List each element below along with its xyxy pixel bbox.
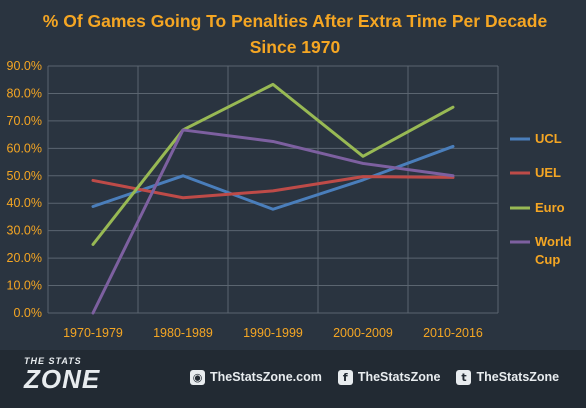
series-line-euro	[91, 82, 455, 246]
x-tick-label: 2010-2016	[423, 326, 483, 340]
series-lines	[91, 82, 455, 315]
facebook-icon: f	[337, 369, 353, 385]
social-links: ◉ TheStatsZone.com f TheStatsZone t TheS…	[190, 367, 575, 387]
y-tick-label: 10.0%	[7, 279, 42, 293]
legend: UCL UEL Euro World Cup	[510, 131, 572, 267]
facebook-link[interactable]: f TheStatsZone	[337, 369, 441, 385]
x-axis-tick-labels: 1970-1979 1980-1989 1990-1999 2000-2009 2010…	[63, 326, 483, 340]
y-axis-tick-labels: 0.0% 10.0% 20.0% 30.0% 40.0% 50.0% 60.0% 70.0% 8…	[7, 59, 42, 320]
y-tick-label: 70.0%	[7, 114, 42, 128]
footer-bar: THE STATS ZONE ◉ TheStatsZone.com f TheS…	[0, 350, 586, 408]
line-chart: 0.0% 10.0% 20.0% 30.0% 40.0% 50.0% 60.0% 70.0% 8…	[7, 59, 572, 340]
legend-label-world-cup: World Cup	[535, 234, 572, 267]
y-tick-label: 90.0%	[7, 59, 42, 73]
y-tick-label: 80.0%	[7, 86, 42, 100]
legend-label-uel: UEL	[535, 165, 561, 180]
brand-logo-top-text: THE STATS	[24, 356, 82, 366]
x-tick-label: 1980-1989	[153, 326, 213, 340]
twitter-icon: t	[456, 369, 472, 385]
gridlines	[47, 65, 499, 314]
brand-logo: THE STATS ZONE	[24, 356, 100, 395]
series-line-world-cup	[91, 128, 455, 315]
y-tick-label: 60.0%	[7, 141, 42, 155]
legend-label-euro: Euro	[535, 200, 565, 215]
y-tick-label: 40.0%	[7, 196, 42, 210]
twitter-link-text: TheStatsZone	[476, 370, 560, 384]
y-tick-label: 30.0%	[7, 224, 42, 238]
facebook-link-text: TheStatsZone	[357, 370, 441, 384]
website-link-text: TheStatsZone.com	[210, 370, 322, 384]
y-tick-label: 20.0%	[7, 251, 42, 265]
chart-title: % Of Games Going To Penalties After Extr…	[42, 11, 548, 57]
y-tick-label: 0.0%	[14, 306, 43, 320]
x-tick-label: 1970-1979	[63, 326, 123, 340]
y-tick-label: 50.0%	[7, 169, 42, 183]
website-link[interactable]: ◉ TheStatsZone.com	[190, 369, 322, 385]
brand-logo-main-text: ZONE	[24, 364, 101, 394]
twitter-link[interactable]: t TheStatsZone	[456, 369, 560, 385]
x-tick-label: 2000-2009	[333, 326, 393, 340]
legend-label-ucl: UCL	[535, 131, 562, 146]
x-tick-label: 1990-1999	[243, 326, 303, 340]
globe-icon: ◉	[190, 369, 205, 385]
